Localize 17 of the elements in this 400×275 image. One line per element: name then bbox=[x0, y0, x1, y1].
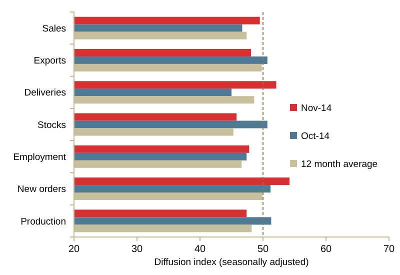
legend-label: Oct-14 bbox=[301, 131, 330, 142]
y-tick-label: New orders bbox=[17, 184, 66, 196]
x-tick-label: 50 bbox=[257, 244, 269, 255]
y-tick-label: Sales bbox=[42, 23, 66, 34]
x-tick-label: 60 bbox=[320, 244, 332, 255]
x-tick-label: 30 bbox=[131, 244, 143, 255]
x-axis-title: Diffusion index (seasonally adjusted) bbox=[154, 257, 309, 268]
y-tick-label: Exports bbox=[34, 56, 66, 67]
x-tick-label: 40 bbox=[194, 244, 206, 255]
x-tick-label: 70 bbox=[383, 244, 395, 255]
y-tick-label: Deliveries bbox=[24, 88, 66, 99]
y-tick-label: Employment bbox=[13, 152, 66, 163]
legend-label: 12 month average bbox=[301, 159, 378, 170]
x-tick-label: 20 bbox=[68, 244, 80, 255]
y-tick-label: Stocks bbox=[37, 120, 66, 131]
legend-label: Nov-14 bbox=[301, 103, 332, 114]
y-tick-label: Production bbox=[20, 216, 66, 228]
